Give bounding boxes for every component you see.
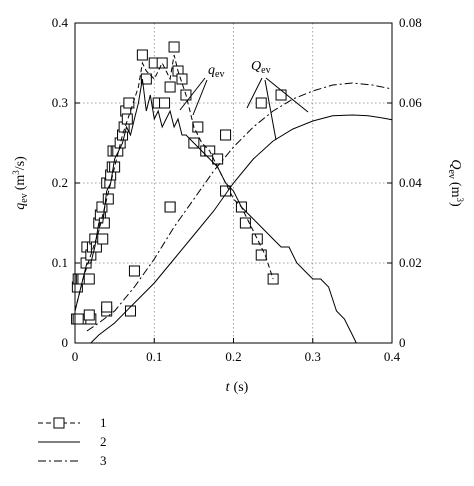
legend-item-2: 2 bbox=[38, 434, 107, 449]
y-left-tick-label: 0 bbox=[62, 335, 69, 350]
series-1-q-ev-markers-marker bbox=[124, 305, 136, 317]
y-left-tick-label: 0.3 bbox=[52, 95, 68, 110]
series-1-q-ev-markers-marker bbox=[140, 73, 152, 85]
series-1-q-ev-markers-marker bbox=[220, 185, 232, 197]
series-1-q-ev-markers-marker bbox=[83, 309, 95, 321]
series-1-q-ev-markers-marker bbox=[239, 217, 251, 229]
x-title-main: t bbox=[226, 380, 231, 395]
series-1-q-ev-markers-marker bbox=[159, 97, 171, 109]
legend-label-1: 1 bbox=[100, 415, 107, 430]
annotation-q-ev-leader-1 bbox=[179, 77, 206, 111]
data-series bbox=[71, 41, 393, 344]
series-1-q-ev-markers-marker bbox=[192, 121, 204, 133]
series-1-q-ev-markers-marker bbox=[123, 97, 135, 109]
x-tick-label: 0.1 bbox=[146, 349, 162, 364]
y-left-axis-title: qev (m3/s) bbox=[11, 156, 30, 210]
legend-label-3: 3 bbox=[100, 453, 107, 468]
y-left-title-main: q bbox=[13, 203, 28, 210]
series-1-q-ev-markers-marker bbox=[128, 265, 140, 277]
y-left-title-sup: 3 bbox=[11, 170, 21, 175]
series-1-q-ev-markers-marker bbox=[97, 233, 109, 245]
y-right-title-sup: 3 bbox=[455, 197, 465, 202]
x-tick-label: 0 bbox=[72, 349, 79, 364]
legend-marker-1 bbox=[53, 417, 65, 429]
y-right-title-close: ) bbox=[448, 202, 463, 207]
annotation-Q-ev-label: Qev bbox=[251, 59, 271, 76]
series-1-q-ev-markers-marker bbox=[72, 313, 84, 325]
annotation-Q-ev-leader-3 bbox=[264, 79, 277, 141]
y-left-title-sub: ev bbox=[19, 193, 30, 202]
annotation-q-ev-label: qev bbox=[208, 63, 224, 80]
y-left-tick-label: 0.1 bbox=[52, 255, 68, 270]
y-left-tick-label: 0.2 bbox=[52, 175, 68, 190]
series-1-q-ev-markers-marker bbox=[255, 249, 267, 261]
annotation-q-ev: qev bbox=[179, 63, 224, 116]
axis-ticks: 0 0.1 0.2 0.3 0.400.10.20.30.400.020.040.060… bbox=[52, 15, 423, 364]
series-1-q-ev-markers-marker bbox=[164, 201, 176, 213]
series-1-q-ev-markers-marker bbox=[101, 301, 113, 313]
x-axis-title: t (s) bbox=[226, 380, 249, 395]
y-right-title-sub: ev bbox=[446, 169, 457, 178]
y-right-axis-title: Qev (m3) bbox=[446, 159, 465, 207]
series-1-q-ev-markers-marker bbox=[168, 41, 180, 53]
y-right-tick-label: 0.06 bbox=[399, 95, 422, 110]
annotation-Q-ev-leader-2 bbox=[265, 77, 309, 113]
annotation-q-ev-sub: ev bbox=[215, 69, 224, 80]
annotation-Q-ev-sub: ev bbox=[261, 65, 270, 76]
series-3-q-ev-dashdot-line bbox=[86, 82, 393, 332]
y-left-title-close: /s) bbox=[13, 156, 28, 170]
series-1-q-ev-markers-marker bbox=[109, 161, 121, 173]
series-1-q-ev-markers-marker bbox=[136, 49, 148, 61]
legend-item-3: 3 bbox=[38, 453, 107, 468]
x-tick-label: 0.4 bbox=[384, 349, 401, 364]
series-1-q-ev-markers-marker bbox=[251, 233, 263, 245]
annotation-Q-ev-main: Q bbox=[251, 59, 261, 74]
annotation-Q-ev: Qev bbox=[246, 59, 309, 141]
x-title-unit: (s) bbox=[234, 380, 249, 395]
series-1-q-ev-markers-marker bbox=[90, 241, 102, 253]
y-left-tick-label: 0.4 bbox=[52, 15, 69, 30]
annotation-q-ev-main: q bbox=[208, 63, 215, 78]
series-1-q-ev-markers-marker bbox=[255, 97, 267, 109]
x-tick-label: 0.3 bbox=[305, 349, 321, 364]
series-1-q-ev-markers-marker bbox=[275, 89, 287, 101]
legend: 1 2 3 bbox=[38, 415, 107, 468]
y-right-tick-label: 0.08 bbox=[399, 15, 422, 30]
y-right-tick-label: 0.04 bbox=[399, 175, 422, 190]
series-1-q-ev-markers-marker bbox=[83, 273, 95, 285]
annotation-Q-ev-leader-1 bbox=[246, 77, 263, 109]
series-1-q-ev-markers-marker bbox=[96, 201, 108, 213]
series-1-q-ev-markers-marker bbox=[220, 129, 232, 141]
y-right-title-unit: (m bbox=[448, 182, 463, 198]
series-1-q-ev-markers-marker bbox=[267, 273, 279, 285]
x-tick-label: 0.2 bbox=[225, 349, 241, 364]
series-1-q-ev-markers-marker bbox=[212, 153, 224, 165]
y-left-title-unit: (m bbox=[13, 175, 28, 191]
series-1-q-ev-markers-marker bbox=[176, 73, 188, 85]
series-2-q-ev-solid-line bbox=[90, 114, 393, 344]
series-1-q-ev-markers-marker bbox=[164, 81, 176, 93]
y-right-tick-label: 0.02 bbox=[399, 255, 422, 270]
legend-label-2: 2 bbox=[100, 434, 107, 449]
series-1-q-ev-markers-marker bbox=[156, 57, 168, 69]
annotation-q-ev-leader-2 bbox=[192, 79, 208, 116]
legend-item-1: 1 bbox=[38, 415, 107, 430]
y-right-title-main: Q bbox=[448, 159, 463, 169]
y-right-tick-label: 0 bbox=[399, 335, 406, 350]
series-2-q-ev-solid-line bbox=[74, 78, 357, 344]
series-1-q-ev-markers-marker bbox=[121, 113, 133, 125]
